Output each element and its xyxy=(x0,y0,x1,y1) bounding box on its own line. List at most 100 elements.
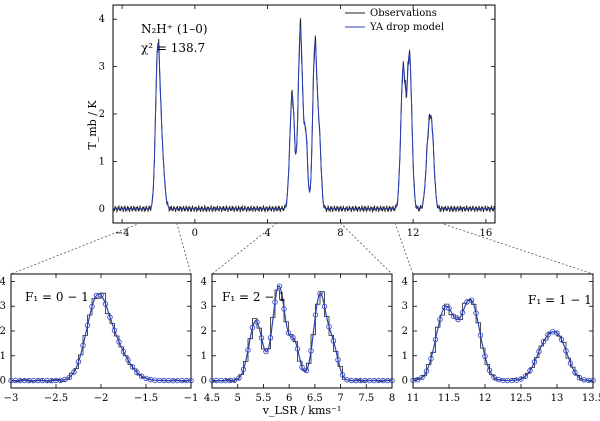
zoom-3-ytick-label: 0 xyxy=(402,376,408,387)
zoom-2-xtick-label: 7.5 xyxy=(358,393,374,404)
main-xtick-label: 0 xyxy=(192,228,198,239)
series-model xyxy=(113,27,495,210)
zoom-1-series-model xyxy=(11,293,191,382)
zoom-3-series-model xyxy=(412,298,593,382)
zoom-3-model-point xyxy=(567,360,574,366)
zoom-1-model-point xyxy=(116,339,122,345)
zoom-2-model-point xyxy=(285,330,292,336)
zoom-2-ytick-label: 0 xyxy=(201,376,207,387)
zoom-3-model-point xyxy=(576,375,583,381)
zoom-2-model-point xyxy=(231,377,238,383)
zoom-3-model-point xyxy=(468,297,475,303)
main-ytick-label: 4 xyxy=(99,14,105,25)
zoom-2-model-point xyxy=(317,290,323,297)
zoom-3-connector-left xyxy=(394,222,414,275)
zoom-1-ytick-label: 2 xyxy=(0,326,6,337)
zoom-3-ytick-label: 1 xyxy=(402,351,408,362)
zoom-2-model-point xyxy=(267,335,274,341)
zoom-2-ytick-label: 2 xyxy=(201,326,207,337)
zoom-1-model-point xyxy=(98,292,104,298)
main-ytick-label: 0 xyxy=(99,204,105,215)
zoom-3-model-point xyxy=(464,299,470,305)
zoom-1-ytick-label: 3 xyxy=(0,301,6,312)
zoom-3-connector-right xyxy=(440,222,594,275)
zoom-3-model-point xyxy=(545,332,551,338)
zoom-3-ytick-label: 2 xyxy=(402,326,408,337)
zoom-3-model-point xyxy=(428,355,434,362)
shared-xlabel: v_LSR / kms⁻¹ xyxy=(262,404,342,417)
zoom-2-annotation: F₁ = 2 − 1 xyxy=(222,290,286,304)
zoom-3-annotation: F₁ = 1 − 1 xyxy=(528,293,592,307)
zoom-1-model-point xyxy=(107,314,113,320)
zoom-1-ytick-label: 0 xyxy=(0,376,6,387)
main-annotation-molecule: N₂H⁺ (1–0) xyxy=(141,22,208,36)
zoom-1-model-point xyxy=(188,377,194,384)
zoom-1-model-point xyxy=(138,373,145,379)
zoom-1-model-point xyxy=(89,303,95,310)
main-annotation-chi2: χ² = 138.7 xyxy=(141,41,205,55)
zoom-1-model-point xyxy=(75,359,82,365)
zoom-3-model-point xyxy=(527,367,533,374)
zoom-3-series-observations xyxy=(413,300,593,382)
zoom-1-model-point xyxy=(111,327,118,334)
zoom-1-xtick-label: −1.5 xyxy=(134,393,158,404)
main-ytick-label: 3 xyxy=(99,62,105,73)
zoom-2-xtick-label: 5 xyxy=(235,393,241,404)
main-ylabel: T_mb / K xyxy=(86,100,99,150)
zoom-3-model-point xyxy=(450,313,457,319)
zoom-1-annotation: F₁ = 0 − 1 xyxy=(25,290,89,304)
zoom-3-model-point xyxy=(473,310,479,316)
zoom-2-ytick-label: 3 xyxy=(201,301,207,312)
zoom-2-xtick-label: 5.5 xyxy=(255,393,271,404)
zoom-1-model-point xyxy=(125,357,131,363)
zoom-3-ytick-label: 4 xyxy=(402,276,408,287)
legend: Observations YA drop model xyxy=(345,8,444,33)
zoom-3-ytick-label: 3 xyxy=(402,301,408,312)
zoom-1-xtick-label: −2.5 xyxy=(44,393,68,404)
zoom-3-model-point xyxy=(536,348,542,355)
zoom-2-model-point xyxy=(308,348,314,354)
zoom-2-model-point xyxy=(249,324,256,331)
zoom-1-model-point xyxy=(120,348,127,355)
zoom-3-xtick-label: 11 xyxy=(407,393,420,404)
zoom-3-model-point xyxy=(522,373,529,379)
zoom-1-xtick-label: −1 xyxy=(184,393,199,404)
main-xtick-label: 16 xyxy=(480,228,493,239)
zoom-3-model-point xyxy=(414,377,421,383)
zoom-2-xtick-label: 6 xyxy=(286,393,292,404)
zoom-3-xtick-label: 11.5 xyxy=(438,393,460,404)
zoom-1-series xyxy=(8,292,194,384)
legend-label-observations: Observations xyxy=(370,8,437,19)
zoom-2-model-point xyxy=(294,346,301,352)
zoom-2-model-point xyxy=(326,324,332,330)
zoom-3-model-point xyxy=(531,359,538,365)
zoom-2-xtick-label: 7 xyxy=(337,393,343,404)
main-xtick-label: 8 xyxy=(337,228,343,239)
zoom-3-model-point xyxy=(540,339,547,345)
zoom-2-model-point xyxy=(258,335,265,341)
zoom-2-model-point xyxy=(236,375,242,381)
zoom-2-xtick-label: 6.5 xyxy=(307,393,323,404)
zoom-1-xtick-label: −3 xyxy=(4,393,19,404)
zoom-2-series-model xyxy=(212,285,392,382)
zoom-2-series xyxy=(209,283,395,384)
zoom-connectors xyxy=(10,222,594,275)
zoom-3-model-point xyxy=(477,332,484,338)
zoom-2-model-point xyxy=(330,338,337,344)
zoom-3-model-point xyxy=(491,374,497,380)
legend-label-model: YA drop model xyxy=(369,22,444,33)
zoom-2-model-point xyxy=(254,319,260,325)
zoom-3-model-point xyxy=(446,305,452,311)
zoom-2-model-point xyxy=(312,312,319,318)
zoom-2-model-point xyxy=(299,364,305,370)
zoom-3-model-point xyxy=(419,374,425,381)
zoom-2-model-point xyxy=(335,357,341,363)
zoom-1-ytick-label: 1 xyxy=(0,351,6,362)
zoom-3-frame xyxy=(412,273,594,389)
zoom-3-model-point xyxy=(459,309,466,316)
